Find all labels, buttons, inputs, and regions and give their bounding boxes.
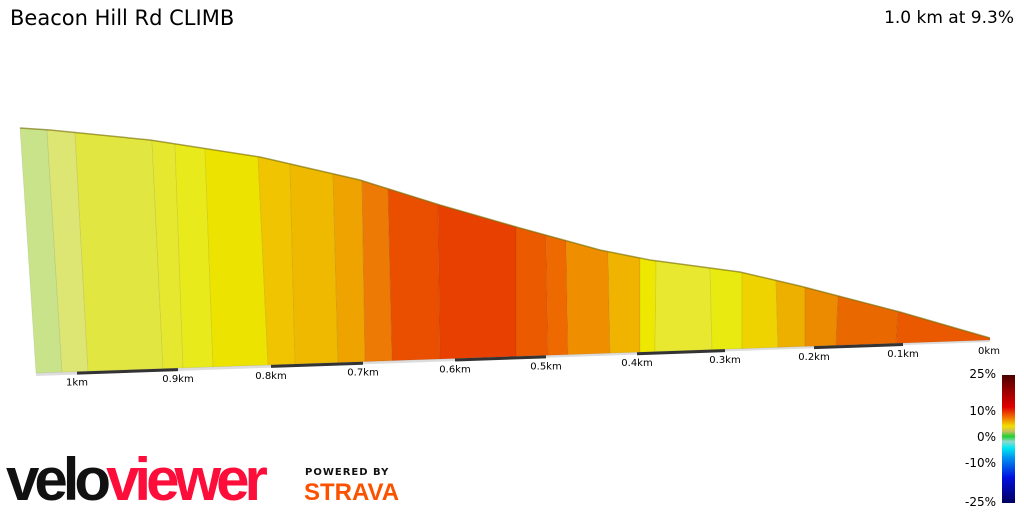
strava-logo: STRAVA <box>304 479 400 506</box>
gradient-segment <box>709 267 743 351</box>
gradient-segment <box>639 257 657 353</box>
gradient-segment <box>289 163 339 365</box>
x-tick-label: 0.6km <box>439 365 470 376</box>
chart-title: Beacon Hill Rd CLIMB <box>10 6 235 30</box>
gradient-legend-bar <box>1002 375 1015 503</box>
gradient-segment <box>204 148 269 368</box>
legend-label: 10% <box>969 404 996 418</box>
x-tick-label: 0.7km <box>347 368 378 379</box>
gradient-segment <box>387 188 441 362</box>
gradient-segment <box>741 271 779 349</box>
gradient-segment <box>607 251 641 354</box>
x-tick-label: 0.8km <box>255 371 286 382</box>
veloviewer-logo: veloviewer <box>6 446 268 513</box>
profile-line <box>19 127 991 339</box>
legend-label: -10% <box>964 456 996 470</box>
gradient-segment <box>437 203 517 360</box>
x-tick-label: 1km <box>66 378 88 389</box>
climb-summary: 1.0 km at 9.3% <box>884 8 1014 28</box>
legend-label: 0% <box>976 430 996 444</box>
gradient-segment <box>515 226 549 357</box>
gradient-segment <box>565 240 611 356</box>
elevation-profile-chart: 1km 0.9km 0.8km 0.7km 0.6km 0.5km 0.4km 0.3km 0.… <box>19 127 1000 389</box>
x-tick-label: 0.1km <box>887 349 918 360</box>
x-tick-label: 0.4km <box>621 358 652 369</box>
gradient-segment <box>332 173 366 363</box>
x-tick-label: 0km <box>978 346 1000 357</box>
gradient-segment <box>74 132 164 372</box>
gradient-segment <box>775 279 806 348</box>
distance-bar <box>270 361 364 368</box>
distance-bar <box>454 355 547 362</box>
gradient-segment <box>361 180 393 363</box>
gradient-segment <box>895 310 991 344</box>
gradient-segment <box>804 286 839 347</box>
gradient-segment <box>545 234 569 356</box>
legend-label: -25% <box>964 495 996 509</box>
distance-bar <box>636 349 726 356</box>
gradient-segment <box>654 260 713 353</box>
x-tick-label: 0.9km <box>162 374 193 385</box>
distance-bar <box>76 368 179 375</box>
x-tick-label: 0.2km <box>798 352 829 363</box>
x-tick-label: 0.3km <box>709 355 740 366</box>
powered-by-label: POWERED BY <box>305 467 390 478</box>
distance-bar <box>813 343 904 350</box>
legend-label: 25% <box>969 367 996 381</box>
x-tick-label: 0.5km <box>530 361 561 372</box>
